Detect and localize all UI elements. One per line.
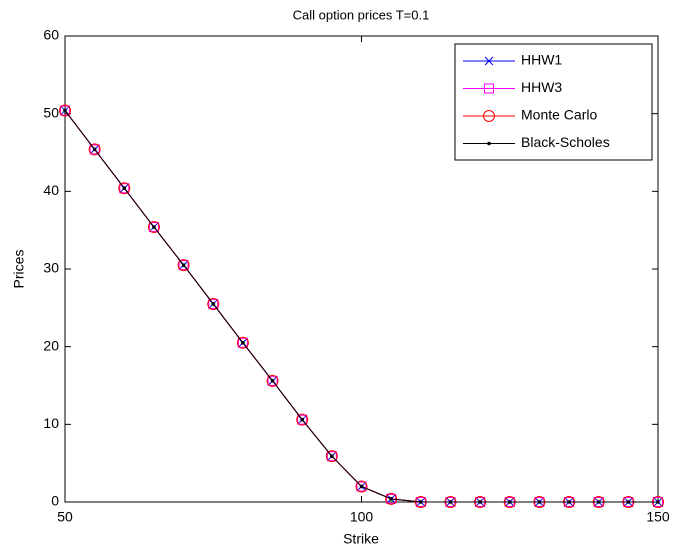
data-point [208, 298, 219, 309]
data-point [88, 143, 101, 156]
data-point [656, 500, 660, 504]
data-point [355, 480, 368, 493]
data-point [297, 414, 308, 425]
chart-title: Call option prices T=0.1 [293, 7, 430, 22]
data-point [567, 500, 571, 504]
x-tick-label: 100 [350, 509, 374, 525]
data-point [60, 105, 70, 116]
x-axis-label: Strike [343, 531, 379, 547]
data-point [325, 450, 338, 463]
data-point [63, 108, 67, 113]
data-point [241, 340, 245, 345]
data-point [119, 183, 130, 194]
data-point [89, 144, 100, 155]
legend-marker [487, 141, 491, 146]
data-point [359, 484, 364, 489]
data-point [267, 375, 278, 386]
legend-label: HHW1 [521, 52, 562, 68]
data-point [507, 500, 512, 504]
data-point [266, 374, 279, 387]
data-point [211, 302, 216, 306]
legend-marker [484, 83, 494, 94]
data-point [385, 492, 398, 505]
data-point [236, 336, 249, 349]
data-point [181, 263, 186, 267]
y-axis-label: Prices [11, 250, 27, 289]
data-point [207, 297, 220, 310]
y-tick-label: 50 [43, 104, 59, 120]
data-point [296, 413, 309, 426]
y-tick-label: 60 [43, 27, 59, 43]
data-point [356, 481, 367, 492]
legend-label: Black-Scholes [521, 134, 610, 150]
data-point [478, 500, 482, 504]
data-point [152, 225, 156, 229]
legend-marker [484, 56, 494, 66]
data-point [300, 417, 305, 422]
data-point [122, 186, 127, 191]
data-point [237, 337, 248, 348]
legend-box [454, 43, 653, 161]
data-point [326, 451, 337, 462]
data-point [389, 497, 393, 501]
x-tick-label: 50 [57, 509, 73, 525]
data-point [626, 500, 631, 504]
data-point [118, 182, 131, 195]
data-point [177, 259, 190, 272]
data-point [270, 379, 275, 383]
data-point [147, 221, 160, 234]
data-point [537, 500, 542, 504]
y-tick-label: 40 [43, 182, 59, 198]
data-point [92, 147, 97, 152]
legend-label: HHW3 [521, 79, 562, 95]
data-point [448, 500, 453, 504]
legend: HHW1 HHW3 Monte Carlo Black-Scholes [454, 43, 653, 161]
data-point [330, 454, 334, 458]
legend-marker [483, 110, 495, 122]
y-tick-label: 30 [43, 260, 59, 276]
data-point [419, 500, 423, 504]
x-tick-label: 150 [646, 509, 670, 525]
y-tick-label: 20 [43, 337, 59, 353]
data-point [596, 500, 601, 504]
y-tick-label: 10 [43, 415, 59, 431]
legend-label: Monte Carlo [521, 107, 597, 123]
data-point [178, 260, 189, 271]
data-point [148, 222, 159, 233]
data-point [59, 104, 71, 117]
y-tick-label: 0 [51, 493, 59, 509]
